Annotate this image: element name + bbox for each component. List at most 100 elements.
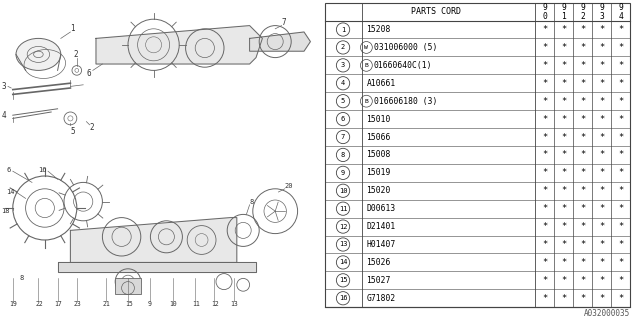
- Text: 8: 8: [250, 199, 254, 204]
- Text: *: *: [561, 204, 566, 213]
- Text: *: *: [599, 150, 604, 159]
- Text: *: *: [561, 61, 566, 70]
- Text: 3: 3: [2, 82, 6, 91]
- Text: 15019: 15019: [366, 168, 391, 177]
- Text: *: *: [542, 294, 547, 303]
- Text: *: *: [599, 79, 604, 88]
- FancyBboxPatch shape: [115, 278, 141, 294]
- Text: *: *: [618, 294, 623, 303]
- Text: 14: 14: [339, 260, 348, 265]
- Text: 7: 7: [282, 18, 286, 27]
- Text: 14: 14: [6, 189, 15, 195]
- Text: *: *: [618, 276, 623, 285]
- Text: *: *: [542, 97, 547, 106]
- Text: D00613: D00613: [366, 204, 396, 213]
- Text: 12: 12: [339, 224, 348, 229]
- Text: *: *: [561, 132, 566, 141]
- Text: *: *: [542, 150, 547, 159]
- Polygon shape: [96, 26, 262, 64]
- Text: *: *: [618, 204, 623, 213]
- Text: *: *: [580, 79, 586, 88]
- Text: 15208: 15208: [366, 25, 391, 34]
- Text: *: *: [561, 186, 566, 195]
- Text: *: *: [618, 150, 623, 159]
- Text: *: *: [542, 222, 547, 231]
- Text: 10: 10: [170, 301, 177, 307]
- Text: *: *: [561, 294, 566, 303]
- Text: *: *: [618, 132, 623, 141]
- Text: *: *: [618, 97, 623, 106]
- Text: *: *: [599, 258, 604, 267]
- Text: G71802: G71802: [366, 294, 396, 303]
- Text: 15010: 15010: [366, 115, 391, 124]
- Text: *: *: [561, 43, 566, 52]
- Text: 5: 5: [70, 127, 75, 136]
- Text: 4: 4: [341, 80, 345, 86]
- Text: 6: 6: [341, 116, 345, 122]
- Text: 10: 10: [339, 188, 348, 194]
- Text: *: *: [542, 43, 547, 52]
- Text: 016606180 (3): 016606180 (3): [374, 97, 437, 106]
- Text: *: *: [561, 97, 566, 106]
- Text: *: *: [542, 276, 547, 285]
- Text: *: *: [599, 61, 604, 70]
- Text: 2: 2: [341, 44, 345, 51]
- Text: 9
2: 9 2: [580, 3, 586, 20]
- Text: 6: 6: [6, 167, 11, 172]
- Text: 17: 17: [54, 301, 62, 307]
- Text: *: *: [542, 240, 547, 249]
- Ellipse shape: [16, 38, 61, 70]
- Text: *: *: [580, 204, 586, 213]
- Text: 9
0: 9 0: [543, 3, 547, 20]
- Text: *: *: [599, 222, 604, 231]
- Text: *: *: [599, 186, 604, 195]
- Text: *: *: [542, 132, 547, 141]
- Text: 01660640C(1): 01660640C(1): [374, 61, 433, 70]
- Text: PARTS CORD: PARTS CORD: [412, 7, 461, 16]
- Text: *: *: [599, 240, 604, 249]
- Text: *: *: [580, 132, 586, 141]
- Text: *: *: [599, 115, 604, 124]
- Text: *: *: [599, 294, 604, 303]
- Text: *: *: [618, 186, 623, 195]
- Text: *: *: [542, 168, 547, 177]
- Text: *: *: [561, 150, 566, 159]
- Text: *: *: [580, 25, 586, 34]
- Text: *: *: [599, 204, 604, 213]
- Text: *: *: [580, 186, 586, 195]
- Text: *: *: [618, 79, 623, 88]
- Text: 5: 5: [341, 98, 345, 104]
- Text: 2: 2: [74, 50, 78, 59]
- Text: *: *: [599, 168, 604, 177]
- Text: *: *: [561, 115, 566, 124]
- Text: *: *: [599, 97, 604, 106]
- Text: *: *: [618, 61, 623, 70]
- Polygon shape: [70, 218, 237, 262]
- Text: H01407: H01407: [366, 240, 396, 249]
- Text: A10661: A10661: [366, 79, 396, 88]
- Text: 8: 8: [341, 152, 345, 158]
- Text: 9: 9: [147, 301, 151, 307]
- Text: 13: 13: [339, 242, 348, 247]
- Text: 12: 12: [211, 301, 219, 307]
- Text: 20: 20: [285, 183, 293, 188]
- Text: *: *: [561, 276, 566, 285]
- Text: 16: 16: [339, 295, 348, 301]
- Text: *: *: [542, 204, 547, 213]
- Text: *: *: [580, 222, 586, 231]
- Text: *: *: [580, 294, 586, 303]
- Text: 23: 23: [74, 301, 81, 307]
- Text: W: W: [364, 45, 368, 50]
- Text: *: *: [599, 43, 604, 52]
- Text: *: *: [561, 25, 566, 34]
- Text: *: *: [580, 115, 586, 124]
- Text: *: *: [580, 97, 586, 106]
- Text: *: *: [580, 240, 586, 249]
- Text: *: *: [561, 240, 566, 249]
- Text: 21: 21: [102, 301, 110, 307]
- Text: 15020: 15020: [366, 186, 391, 195]
- Text: 13: 13: [230, 301, 238, 307]
- Text: 1: 1: [341, 27, 345, 33]
- Text: 7: 7: [341, 134, 345, 140]
- Text: 1: 1: [70, 24, 75, 33]
